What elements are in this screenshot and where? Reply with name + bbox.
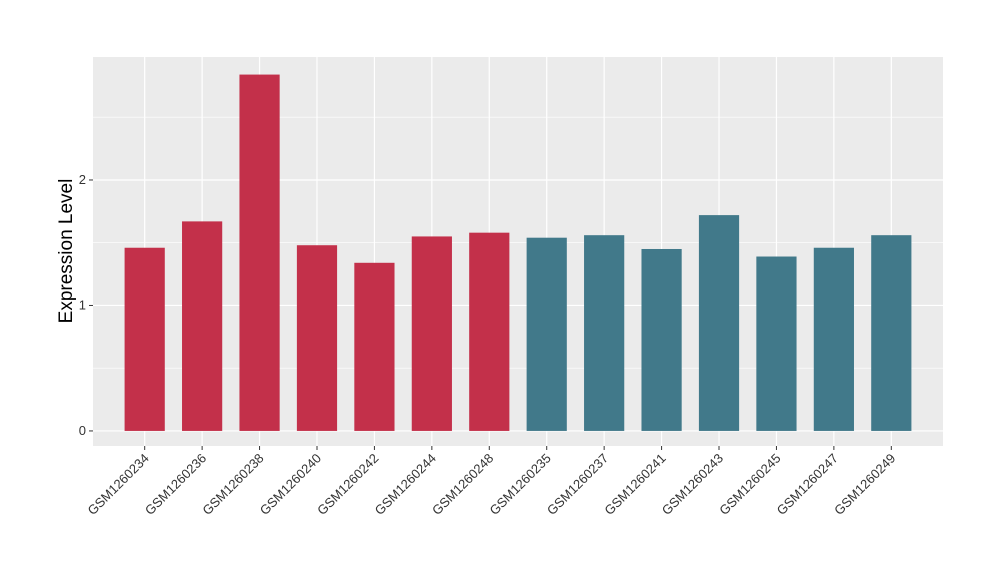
bar-GSM1260243 xyxy=(698,215,740,431)
x-tick-label: GSM1260249 xyxy=(831,451,898,518)
bar-GSM1260241 xyxy=(641,248,682,431)
bar-GSM1260238 xyxy=(239,74,280,431)
y-axis: 0 1 2 xyxy=(79,172,93,438)
y-tick-label: 1 xyxy=(79,297,86,312)
bar-GSM1260235 xyxy=(526,237,567,431)
bar-GSM1260240 xyxy=(296,245,338,431)
y-tick-label: 2 xyxy=(79,172,86,187)
bar-GSM1260247 xyxy=(813,247,854,431)
bar-GSM1260236 xyxy=(182,221,223,431)
bars xyxy=(124,74,912,431)
bar-GSM1260242 xyxy=(354,262,395,431)
bar-GSM1260249 xyxy=(871,235,912,431)
bar-GSM1260245 xyxy=(756,256,797,431)
bar-GSM1260248 xyxy=(469,232,510,431)
minor-gridlines xyxy=(93,116,943,369)
plot-panel xyxy=(93,57,943,446)
bar-GSM1260237 xyxy=(584,235,625,431)
y-axis-title: Expression Level xyxy=(56,179,77,324)
x-axis: GSM1260234GSM1260236GSM1260238GSM1260240… xyxy=(84,446,898,518)
y-tick-label: 0 xyxy=(79,423,86,438)
bar-GSM1260234 xyxy=(124,247,165,431)
bar-GSM1260244 xyxy=(411,236,452,431)
